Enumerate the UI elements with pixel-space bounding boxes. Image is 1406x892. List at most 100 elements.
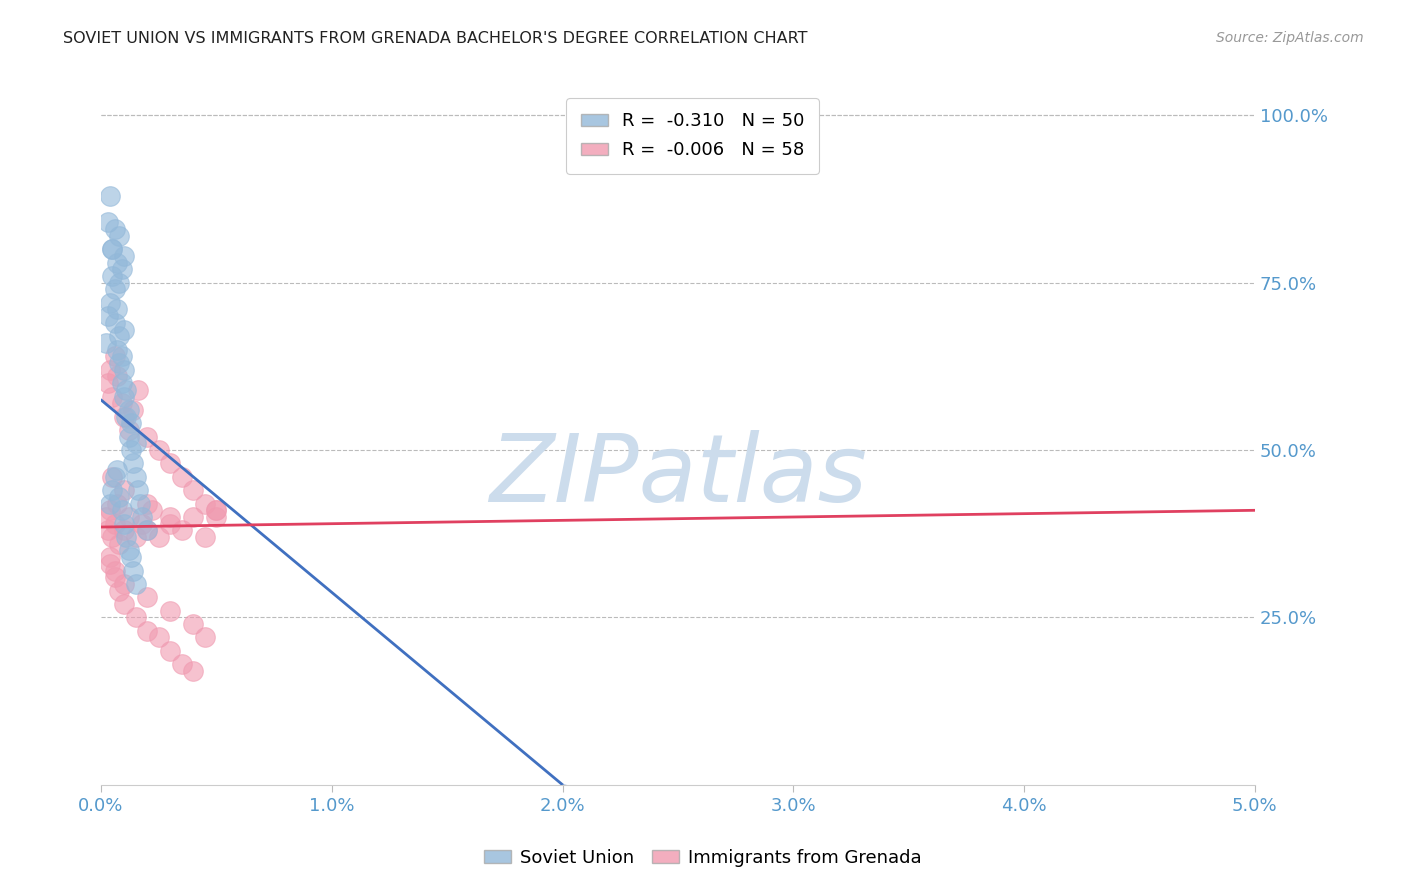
Point <box>136 624 159 638</box>
Point <box>131 510 153 524</box>
Point <box>98 188 121 202</box>
Point <box>170 524 193 538</box>
Point <box>112 516 135 531</box>
Point <box>101 268 124 283</box>
Point <box>141 503 163 517</box>
Point <box>108 490 131 504</box>
Point <box>111 349 134 363</box>
Point <box>148 443 170 458</box>
Point <box>124 470 146 484</box>
Point <box>98 497 121 511</box>
Point <box>124 436 146 450</box>
Point <box>194 631 217 645</box>
Point <box>122 403 145 417</box>
Point <box>159 510 181 524</box>
Point <box>105 463 128 477</box>
Point <box>98 503 121 517</box>
Point <box>104 570 127 584</box>
Point <box>120 443 142 458</box>
Point <box>111 396 134 410</box>
Point <box>108 537 131 551</box>
Point <box>124 577 146 591</box>
Point <box>101 242 124 256</box>
Point <box>129 497 152 511</box>
Point <box>104 564 127 578</box>
Point <box>194 530 217 544</box>
Point <box>181 483 204 498</box>
Point <box>112 524 135 538</box>
Point <box>122 457 145 471</box>
Point <box>104 222 127 236</box>
Point <box>104 470 127 484</box>
Point <box>97 524 120 538</box>
Point <box>122 564 145 578</box>
Point <box>170 657 193 672</box>
Point <box>97 309 120 323</box>
Point <box>159 516 181 531</box>
Point <box>112 322 135 336</box>
Point <box>108 356 131 370</box>
Point <box>101 470 124 484</box>
Point <box>97 215 120 229</box>
Point <box>205 503 228 517</box>
Point <box>118 403 141 417</box>
Point <box>101 390 124 404</box>
Point <box>159 457 181 471</box>
Point <box>104 516 127 531</box>
Point <box>104 349 127 363</box>
Text: Source: ZipAtlas.com: Source: ZipAtlas.com <box>1216 31 1364 45</box>
Text: SOVIET UNION VS IMMIGRANTS FROM GRENADA BACHELOR'S DEGREE CORRELATION CHART: SOVIET UNION VS IMMIGRANTS FROM GRENADA … <box>63 31 808 46</box>
Point <box>136 497 159 511</box>
Point <box>112 597 135 611</box>
Point <box>120 550 142 565</box>
Point <box>98 295 121 310</box>
Point <box>118 510 141 524</box>
Point <box>105 343 128 357</box>
Point <box>124 610 146 624</box>
Point <box>194 497 217 511</box>
Point <box>124 530 146 544</box>
Point <box>111 376 134 391</box>
Point <box>112 390 135 404</box>
Point <box>94 510 117 524</box>
Point <box>181 664 204 678</box>
Point <box>104 316 127 330</box>
Point <box>170 470 193 484</box>
Point <box>112 577 135 591</box>
Point <box>205 510 228 524</box>
Point <box>181 617 204 632</box>
Point <box>118 543 141 558</box>
Point <box>148 631 170 645</box>
Point <box>136 591 159 605</box>
Point <box>118 430 141 444</box>
Point <box>112 249 135 263</box>
Point <box>136 524 159 538</box>
Point <box>205 503 228 517</box>
Point <box>98 363 121 377</box>
Point <box>105 255 128 269</box>
Legend: Soviet Union, Immigrants from Grenada: Soviet Union, Immigrants from Grenada <box>477 842 929 874</box>
Legend: R =  -0.310   N = 50, R =  -0.006   N = 58: R = -0.310 N = 50, R = -0.006 N = 58 <box>567 98 818 174</box>
Point <box>127 383 149 397</box>
Point <box>118 423 141 437</box>
Point <box>148 530 170 544</box>
Point <box>97 376 120 391</box>
Point <box>105 497 128 511</box>
Point <box>136 524 159 538</box>
Point <box>104 282 127 296</box>
Point <box>108 583 131 598</box>
Point <box>105 369 128 384</box>
Point <box>101 242 124 256</box>
Point <box>112 483 135 498</box>
Point <box>108 329 131 343</box>
Point <box>98 557 121 571</box>
Point <box>115 383 138 397</box>
Point <box>101 483 124 498</box>
Point <box>112 409 135 424</box>
Point <box>115 530 138 544</box>
Point <box>108 228 131 243</box>
Point <box>136 430 159 444</box>
Point <box>108 276 131 290</box>
Point <box>111 262 134 277</box>
Point <box>101 530 124 544</box>
